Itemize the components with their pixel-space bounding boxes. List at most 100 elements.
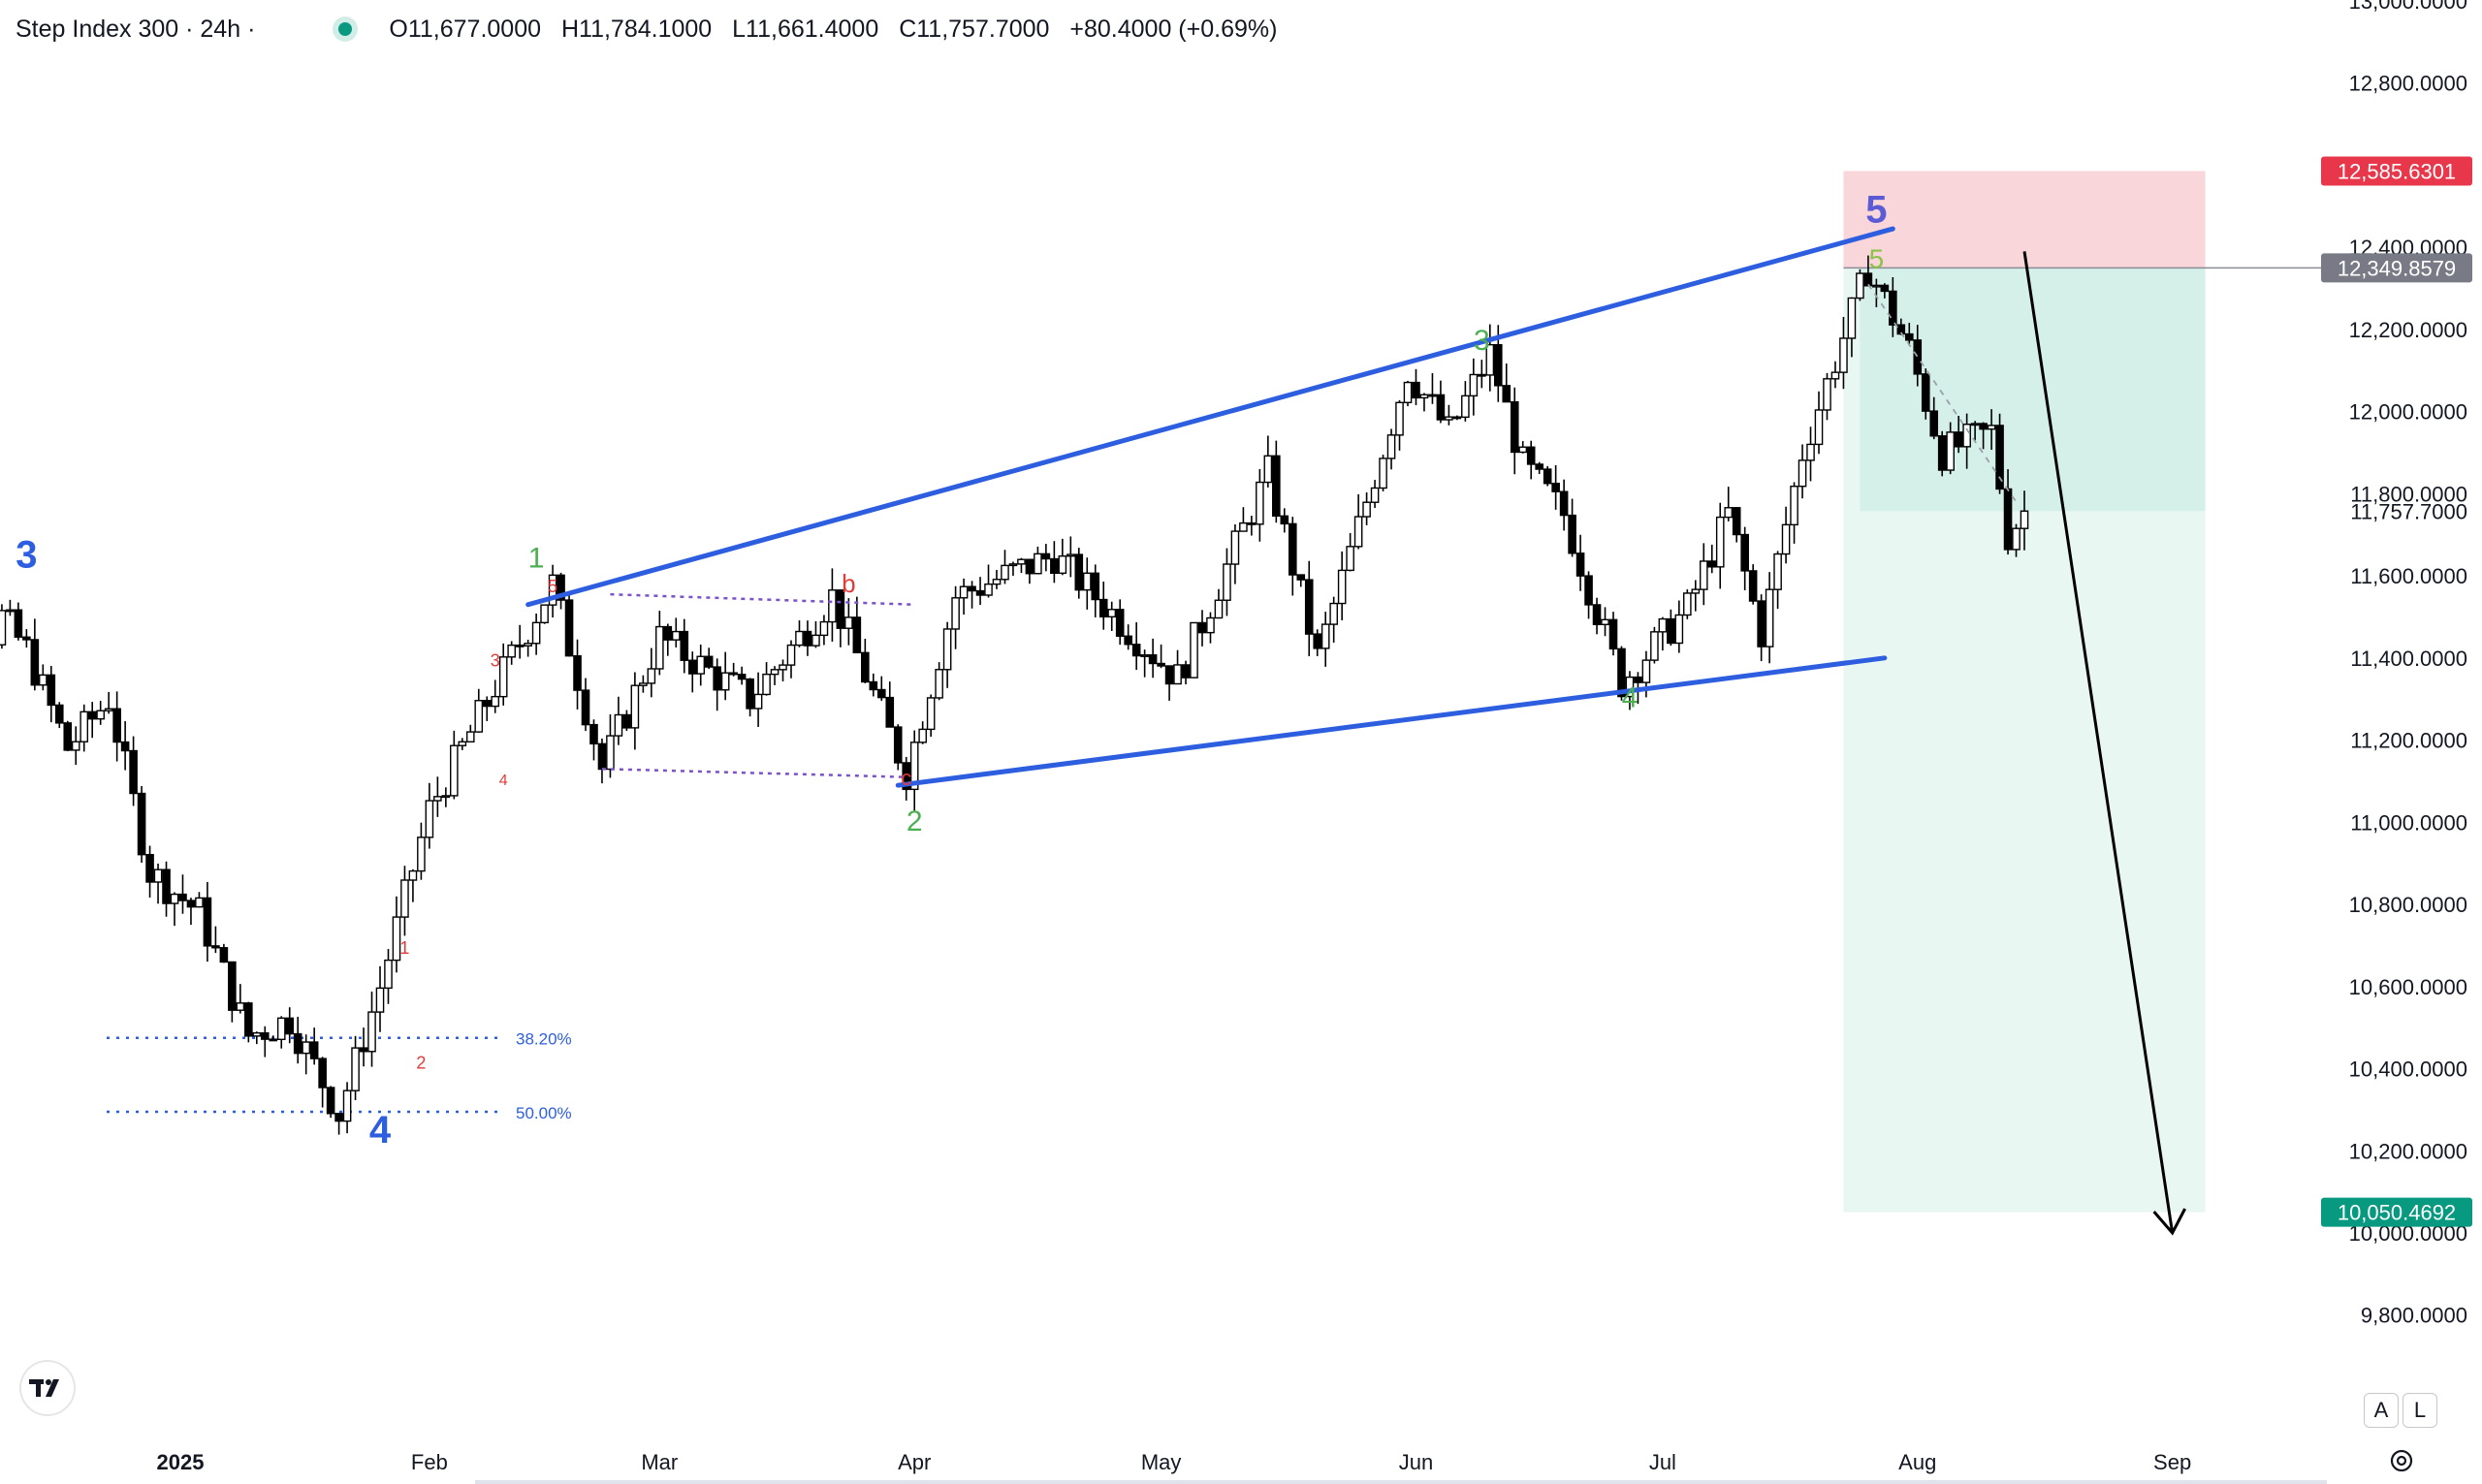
candle-body — [852, 616, 862, 654]
wave-intermediate-2: 2 — [907, 805, 923, 837]
candle-body — [14, 609, 23, 638]
candle-body — [1543, 468, 1552, 485]
wave-intermediate-4: 4 — [1622, 682, 1639, 714]
candle-body — [6, 609, 15, 613]
candle-body — [465, 731, 475, 742]
candle-body — [1148, 654, 1158, 665]
flag-lower-line — [601, 767, 907, 778]
candle-body — [524, 643, 532, 647]
price-tags: 12,585.6301 12,349.8579 11,757.7000 10,050.… — [2321, 156, 2472, 1227]
candle-body — [1313, 633, 1322, 649]
high-value: H11,784.1000 — [560, 15, 713, 43]
wave-corrective-c: c — [901, 766, 911, 790]
candle-body — [564, 599, 574, 657]
candle-body — [1001, 564, 1009, 581]
candle-body — [1518, 446, 1528, 454]
price-axis[interactable]: 13,000.000012,800.000012,400.000012,200.… — [2349, 0, 2467, 1328]
wave-intermediate-5: 5 — [1869, 243, 1885, 273]
legend-header: Step Index 300 · 24h · O11,677.0000 H11,… — [16, 12, 1290, 47]
candle-body — [1256, 481, 1264, 525]
wave-major-3: 3 — [16, 534, 37, 577]
candle-body — [1608, 618, 1618, 650]
candle-body — [2003, 488, 2013, 551]
candle-body — [1913, 339, 1923, 375]
candle-body — [515, 644, 525, 647]
candle-body — [680, 630, 689, 661]
auto-scale-button[interactable]: A — [2364, 1393, 2399, 1428]
candle-body — [96, 710, 105, 720]
candle-body — [2020, 510, 2029, 529]
candle-body — [1839, 337, 1848, 373]
candle-body — [1206, 616, 1215, 634]
candle-body — [1806, 443, 1815, 461]
candle-body — [1880, 284, 1890, 293]
candle-body — [186, 900, 196, 908]
candle-body — [1995, 425, 2004, 490]
candle-body — [779, 664, 787, 671]
candle-body — [293, 1032, 302, 1055]
candle-body — [1592, 604, 1602, 625]
candle-body — [746, 678, 754, 710]
candle-body — [441, 795, 451, 799]
candle-body — [1889, 290, 1897, 326]
candle-body — [276, 1017, 286, 1041]
candle-body — [1223, 563, 1231, 601]
tradingview-logo-icon[interactable] — [21, 1362, 74, 1414]
candle-body — [540, 604, 549, 624]
candle-body — [1732, 507, 1741, 536]
wave-minor-5: 5 — [548, 577, 557, 596]
candle-body — [1478, 373, 1486, 377]
candle-body — [1921, 373, 1930, 412]
candle-body — [1197, 621, 1207, 634]
candle-body — [1272, 455, 1281, 518]
candle-body — [1979, 423, 1988, 430]
candle-body — [597, 742, 607, 771]
time-tick-label: Sep — [2153, 1450, 2191, 1474]
candle-body — [1790, 486, 1798, 526]
candle-body — [1724, 507, 1734, 519]
candle-body — [1296, 574, 1306, 581]
candle-body — [753, 693, 763, 710]
candle-body — [893, 726, 903, 764]
candle-body — [367, 1011, 376, 1053]
wave-intermediate-3: 3 — [1474, 325, 1490, 357]
candle-body — [1601, 618, 1609, 625]
candle-body — [1863, 272, 1873, 287]
candle-body — [137, 792, 146, 856]
candle-body — [696, 655, 706, 675]
candle-body — [1929, 410, 1939, 437]
candle-body — [713, 666, 721, 691]
candle-body — [0, 610, 7, 646]
candle-body — [285, 1017, 295, 1035]
settings-gear-icon[interactable] — [2387, 1446, 2416, 1475]
time-axis[interactable]: 2025 Feb Mar Apr May Jun Jul Aug Sep — [157, 1450, 2327, 1484]
candle-body — [1823, 378, 1831, 411]
log-scale-button[interactable]: L — [2402, 1393, 2437, 1428]
candle-body — [1379, 458, 1387, 489]
candle-body — [1017, 558, 1026, 565]
candle-body — [1041, 553, 1051, 560]
candle-body — [614, 713, 623, 737]
candle-body — [1575, 553, 1585, 577]
candle-body — [129, 749, 138, 795]
candle-body — [1452, 416, 1462, 420]
candle-body — [482, 700, 492, 708]
flag-upper-line — [610, 592, 915, 606]
symbol-title[interactable]: Step Index 300 · 24h · — [16, 15, 256, 43]
candle-body — [1288, 522, 1297, 576]
fib-label: 50.00% — [516, 1104, 572, 1122]
time-tick-label: Aug — [1898, 1450, 1936, 1474]
trendlines — [525, 226, 2186, 1236]
candle-body — [720, 672, 730, 691]
candle-body — [844, 616, 853, 629]
candle-body — [195, 897, 204, 908]
candle-body — [1124, 635, 1132, 646]
price-tick-label: 10,800.0000 — [2349, 893, 2467, 917]
candle-body — [1098, 598, 1108, 618]
price-tick-label: 12,000.0000 — [2349, 400, 2467, 425]
candle-body — [351, 1047, 360, 1091]
candle-body — [655, 625, 664, 670]
candle-body — [1304, 579, 1314, 635]
candle-body — [474, 700, 484, 733]
